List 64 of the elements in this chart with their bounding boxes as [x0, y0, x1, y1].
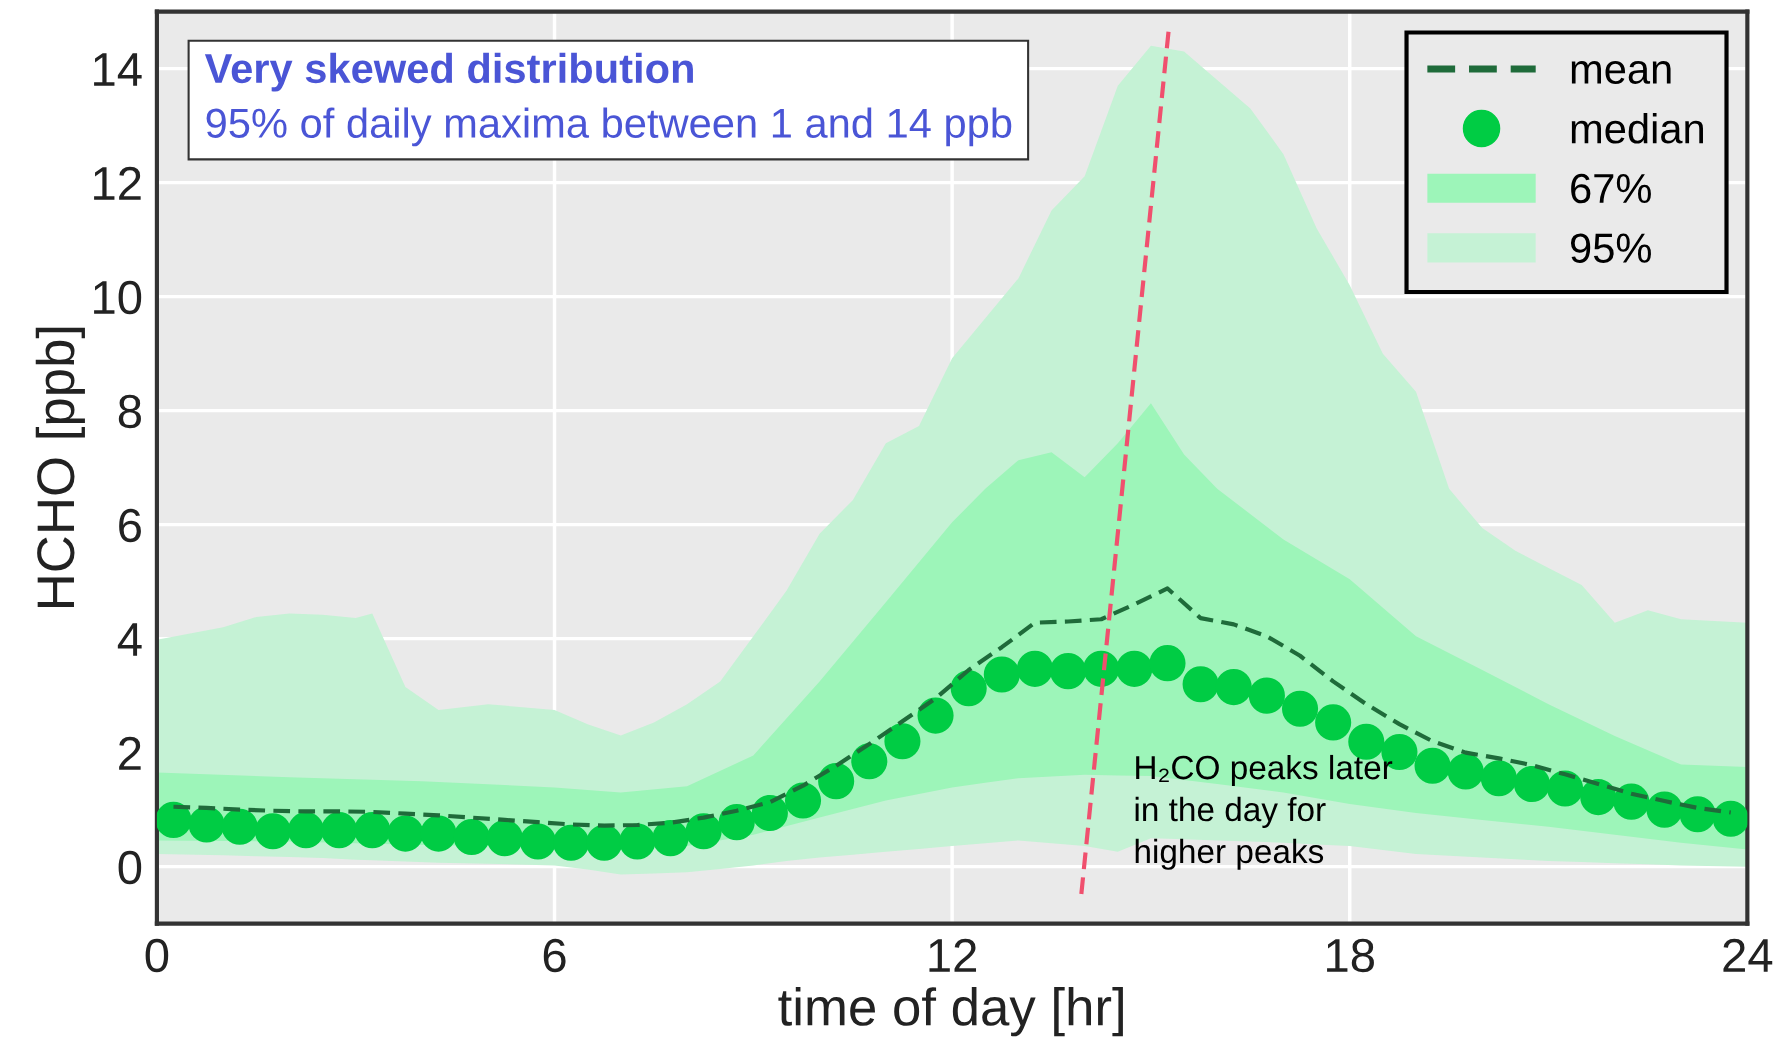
y-tick-label: 12 — [94, 166, 141, 200]
point — [1281, 690, 1319, 727]
point — [784, 782, 822, 819]
y-tick-label: 2 — [119, 736, 141, 770]
x-tick-label: 6 — [543, 938, 566, 973]
x-tick-label: 12 — [929, 938, 977, 972]
point — [1182, 666, 1219, 703]
point — [519, 823, 556, 860]
annotation: Very skewed distribution — [204, 52, 693, 92]
point — [685, 813, 722, 850]
y-tick-label: 0 — [118, 850, 142, 885]
point — [1315, 704, 1352, 741]
y-tick-label: 14 — [94, 53, 142, 86]
point — [619, 823, 656, 860]
legend-label: 67% — [1571, 173, 1651, 204]
point — [851, 743, 888, 780]
point — [321, 812, 358, 849]
point — [983, 656, 1020, 693]
point — [1215, 669, 1252, 706]
point — [818, 763, 855, 800]
y-tick-label: 4 — [117, 623, 142, 656]
point — [917, 697, 954, 734]
x-tick-label: 0 — [145, 938, 169, 973]
point — [1050, 653, 1087, 690]
point — [1149, 645, 1186, 682]
legend-label: mean — [1571, 61, 1671, 84]
point — [1580, 779, 1617, 816]
point — [1712, 800, 1748, 837]
y-tick-label: 6 — [119, 508, 141, 543]
point — [387, 815, 424, 852]
point — [221, 808, 258, 845]
point — [486, 820, 523, 857]
point — [1513, 765, 1551, 803]
point — [1480, 760, 1517, 797]
point — [1447, 753, 1484, 790]
point — [1547, 770, 1584, 807]
point — [188, 806, 225, 843]
point — [420, 815, 457, 852]
point — [586, 824, 623, 861]
y-axis-title: HCHO [ppb] — [35, 327, 85, 608]
point — [1116, 650, 1153, 687]
legend-label: median — [1571, 112, 1703, 144]
point — [1248, 677, 1285, 714]
y-tick-label: 8 — [118, 394, 141, 429]
legend-label: 95% — [1570, 233, 1651, 263]
point — [287, 812, 325, 849]
x-axis-title: time of day [hr] — [778, 987, 1123, 1037]
point — [254, 813, 291, 850]
point — [950, 670, 987, 707]
point — [156, 801, 192, 838]
point — [553, 824, 590, 861]
point — [718, 804, 755, 841]
point — [354, 812, 391, 849]
point — [1414, 747, 1451, 784]
annotation: H₂CO peaks later in the day for higher peaks — [1135, 754, 1393, 870]
point — [1016, 650, 1054, 687]
point — [453, 818, 490, 856]
point — [884, 723, 921, 760]
point — [652, 820, 689, 857]
x-tick-label: 24 — [1723, 938, 1773, 972]
annotation: 95% of daily maxima between 1 and 14 ppb — [206, 107, 1012, 147]
x-tick-label: 18 — [1327, 938, 1374, 973]
y-tick-label: 10 — [94, 280, 142, 315]
point — [751, 795, 788, 832]
